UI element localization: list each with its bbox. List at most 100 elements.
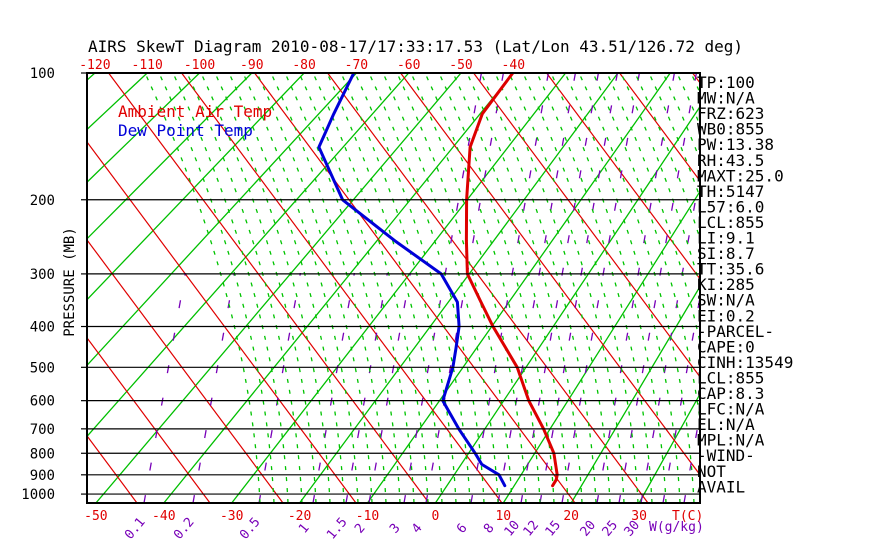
- moist-adiabat-line: [158, 73, 275, 503]
- moist-adiabat-line: [550, 73, 667, 503]
- stat-line: RH:43.5: [697, 151, 764, 170]
- top-temp-label: -80: [292, 58, 315, 73]
- moist-adiabat-line: [298, 73, 415, 503]
- stat-line: LFC:N/A: [697, 400, 765, 419]
- moist-adiabat-line: [438, 73, 555, 503]
- mixing-ratio-line: [403, 73, 483, 503]
- dry-adiabat-line: [473, 73, 700, 378]
- top-temp-label: -70: [345, 58, 368, 73]
- isotherm-line: [366, 73, 671, 503]
- moist-adiabat-line: [326, 73, 443, 503]
- mixing-ratio-label: 0.1: [122, 515, 149, 543]
- mixing-ratio-line: [561, 73, 641, 503]
- mixing-ratio-label: 3: [387, 521, 404, 537]
- stat-line: WB0:855: [697, 120, 764, 139]
- moist-adiabat-line: [578, 73, 695, 503]
- moist-adiabat-line: [214, 73, 331, 503]
- plot-border: [86, 72, 701, 504]
- moist-adiabat-line: [803, 73, 870, 503]
- stat-line: CAP:8.3: [697, 384, 764, 403]
- moist-adiabat-line: [144, 73, 261, 503]
- top-temp-label: -40: [502, 58, 525, 73]
- stat-line: SW:N/A: [697, 291, 755, 310]
- mixing-ratio-line: [497, 73, 577, 503]
- moist-adiabat-line: [522, 73, 639, 503]
- pressure-tick-label: 200: [30, 193, 55, 209]
- stat-line: CINH:13549: [697, 353, 793, 372]
- moist-adiabat-line: [494, 73, 611, 503]
- temp-unit-label: T(C): [672, 509, 703, 524]
- legend-dew-point: Dew Point Temp: [118, 121, 253, 140]
- stat-line: LCL:855: [697, 368, 764, 387]
- isotherm-line: [299, 73, 619, 503]
- isotherm-line: [87, 73, 253, 240]
- moist-adiabat-line: [831, 73, 870, 503]
- isotherm-line: [0, 73, 43, 503]
- moist-adiabat-line: [606, 73, 700, 346]
- dew-point-profile: [317, 73, 507, 488]
- moist-adiabat-line: [340, 73, 457, 503]
- mixing-ratio-line: [662, 293, 700, 503]
- moist-adiabat-line: [536, 73, 653, 503]
- mixing-ratio-label: 1.5: [324, 515, 351, 543]
- stat-line: SI:8.7: [697, 244, 755, 263]
- moist-adiabat-line: [508, 73, 625, 503]
- pressure-tick-label: 1000: [21, 487, 55, 503]
- dry-adiabat-line: [0, 73, 64, 503]
- stat-line: TP:100: [697, 73, 755, 92]
- dry-adiabat-line: [108, 73, 430, 503]
- mixing-ratio-line: [312, 272, 356, 503]
- stat-line: TH:5147: [697, 182, 764, 201]
- stat-line: -WIND-: [697, 446, 755, 465]
- stat-line: -PARCEL-: [697, 322, 774, 341]
- stat-line: MAXT:25.0: [697, 166, 784, 185]
- isotherm-line: [87, 73, 96, 82]
- stat-line: TT:35.6: [697, 260, 764, 279]
- legend-ambient-temp: Ambient Air Temp: [118, 102, 272, 121]
- isotherm-line: [502, 190, 700, 503]
- moist-adiabat-line: [368, 73, 485, 503]
- dry-adiabat-line: [87, 140, 357, 503]
- stat-line: EL:N/A: [697, 415, 755, 434]
- mixing-ratio-line: [192, 272, 236, 503]
- bottom-temp-label: -30: [220, 509, 243, 524]
- top-temp-label: -50: [449, 58, 472, 73]
- moist-adiabat-line: [410, 73, 527, 503]
- moist-adiabat-line: [354, 73, 471, 503]
- dry-adiabat-line: [400, 73, 700, 476]
- dry-adiabat-line: [546, 73, 700, 280]
- moist-adiabat-line: [761, 73, 870, 503]
- stat-line: CAPE:0: [697, 337, 755, 356]
- mixing-ratio-line: [618, 73, 698, 503]
- mixing-ratio-label: 25: [600, 518, 622, 540]
- mixing-unit-label: W(g/kg): [649, 520, 704, 535]
- mixing-ratio-line: [425, 73, 505, 503]
- stat-line: AVAIL: [697, 477, 745, 496]
- stat-line: L57:6.0: [697, 197, 764, 216]
- mixing-ratio-line: [683, 410, 700, 503]
- bottom-temp-label: -20: [288, 509, 311, 524]
- moist-adiabat-line: [172, 73, 289, 503]
- moist-adiabat-line: [270, 73, 387, 503]
- moist-adiabat-line: [466, 73, 583, 503]
- moist-adiabat-line: [200, 73, 317, 503]
- mixing-ratio-line: [368, 272, 412, 503]
- stat-line: MPL:N/A: [697, 431, 765, 450]
- bottom-temp-label: 0: [431, 509, 439, 524]
- bottom-temp-label: -40: [152, 509, 175, 524]
- stat-line: FRZ:623: [697, 104, 764, 123]
- stat-line: PW:13.38: [697, 135, 774, 154]
- dry-adiabat-line: [87, 238, 284, 503]
- moist-adiabat-line: [382, 73, 499, 503]
- moist-adiabat-line: [775, 73, 870, 503]
- page-title: AIRS SkewT Diagram 2010-08-17/17:33:17.5…: [88, 37, 743, 56]
- stat-line: EI:0.2: [697, 306, 755, 325]
- ambient-temp-profile: [464, 73, 559, 488]
- dry-adiabat-line: [619, 73, 700, 182]
- pressure-tick-label: 100: [30, 66, 55, 82]
- bottom-temp-label: 30: [631, 509, 647, 524]
- top-temp-label: -100: [184, 58, 215, 73]
- pressure-tick-label: 600: [30, 394, 55, 410]
